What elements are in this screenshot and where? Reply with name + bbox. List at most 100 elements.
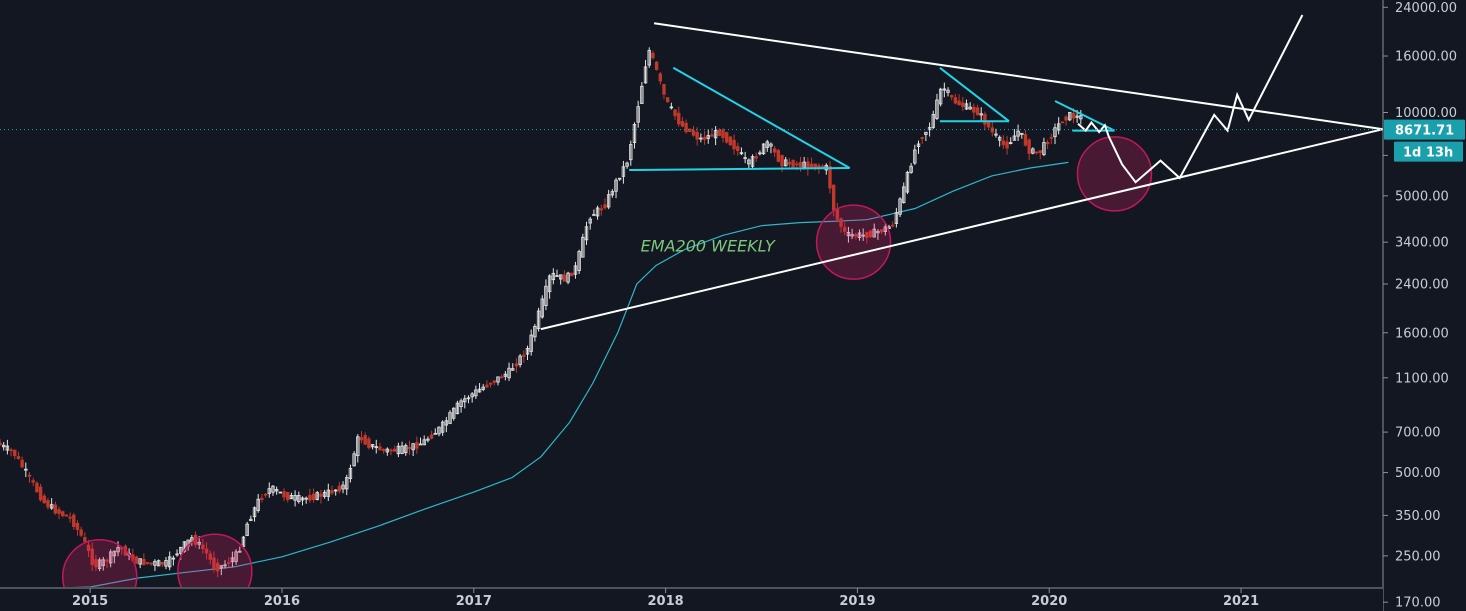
candle-body	[780, 154, 784, 167]
candle-body	[311, 493, 316, 501]
candle-body	[850, 234, 854, 237]
candle-body	[407, 447, 412, 449]
candle-body	[337, 485, 342, 492]
candle-body	[293, 495, 297, 501]
candle-body	[31, 480, 35, 483]
candle-body	[315, 492, 319, 500]
candle-body	[61, 511, 65, 517]
candle-body	[215, 562, 220, 572]
candle-body	[547, 275, 552, 293]
candle-body	[249, 518, 253, 522]
candle-body	[212, 557, 216, 570]
candle-body	[525, 347, 530, 355]
candle-body	[374, 446, 378, 449]
candle-body	[138, 558, 142, 565]
candle-body	[997, 136, 1002, 141]
candle-body	[950, 95, 954, 98]
candle-body	[164, 560, 168, 567]
candle-body	[979, 113, 983, 116]
candle-body	[791, 160, 795, 168]
candle-body	[440, 421, 445, 433]
candle-body	[938, 88, 943, 105]
candle-body	[924, 131, 928, 135]
candle-body	[684, 122, 688, 133]
candle-body	[208, 553, 212, 560]
candle-body	[765, 141, 769, 148]
candle-body	[1045, 142, 1050, 145]
candle-body	[776, 150, 781, 162]
candle-body	[389, 449, 393, 452]
candle-body	[964, 103, 969, 110]
candle-body	[843, 227, 847, 232]
y-axis[interactable]: 24000.0016000.0010000.007000.005000.0034…	[1382, 0, 1466, 611]
candle-body	[499, 376, 504, 379]
candle-body	[477, 388, 482, 393]
candle-body	[595, 207, 600, 217]
candle-body	[975, 107, 980, 116]
candle-body	[905, 171, 910, 193]
candle-body	[651, 52, 655, 59]
candle-body	[437, 426, 441, 435]
x-axis[interactable]: 2015 2016 2017 2018 2019 2020 2021	[0, 587, 1383, 611]
candle-body	[968, 106, 972, 110]
candle-body	[42, 495, 46, 504]
candle-body	[156, 560, 161, 567]
highlight-circle-3	[815, 204, 892, 280]
price-badges: 8671.71 1d 13h	[1384, 119, 1465, 162]
candle-body	[341, 484, 345, 490]
candle-body	[448, 412, 452, 424]
candle-body	[396, 445, 401, 455]
x-tick-label: 2016	[264, 594, 300, 609]
candle-body	[913, 149, 917, 164]
candle-body	[230, 557, 235, 563]
candle-body	[286, 492, 290, 500]
candle-body	[415, 442, 419, 449]
ema200-line	[53, 161, 1069, 589]
candle-body	[629, 144, 633, 161]
candle-body	[49, 504, 54, 509]
candle-body	[300, 497, 305, 501]
projection-path	[1077, 14, 1304, 184]
candle-body	[606, 194, 611, 208]
y-tick-label: 170.00	[1395, 596, 1441, 611]
candle-body	[105, 559, 109, 562]
highlight-circle-4	[1076, 136, 1153, 212]
candle-body	[625, 162, 629, 167]
candle-body	[234, 551, 238, 562]
candle-body	[817, 165, 821, 168]
candle-body	[511, 368, 515, 371]
candle-body	[688, 128, 692, 132]
candle-body	[94, 559, 98, 568]
candle-body	[112, 550, 117, 557]
candle-body	[322, 491, 327, 497]
candle-body	[673, 109, 677, 117]
candle-body	[1075, 115, 1079, 118]
candle-body	[857, 232, 862, 239]
candle-body	[83, 537, 87, 542]
pattern-line-1	[629, 167, 850, 171]
candle-body	[916, 143, 921, 148]
candle-body	[677, 112, 681, 125]
candle-body	[621, 166, 626, 177]
candle-body	[160, 561, 165, 565]
candle-body	[433, 432, 437, 435]
candle-body	[809, 163, 814, 168]
current-price-label: 8671.71	[1395, 124, 1454, 139]
candle-body	[872, 228, 876, 238]
candle-body	[972, 106, 976, 113]
candle-body	[381, 449, 386, 451]
candle-body	[204, 548, 209, 554]
candle-body	[750, 156, 755, 167]
candle-body	[46, 500, 50, 508]
candle-body	[558, 274, 563, 280]
candle-body	[879, 229, 884, 233]
candle-body	[0, 442, 2, 446]
y-tick-label: 500.00	[1395, 466, 1441, 481]
candle-body	[418, 443, 423, 446]
candle-body	[986, 121, 991, 128]
candle-body	[404, 445, 408, 454]
candle-body	[839, 218, 843, 227]
candle-body	[931, 114, 935, 128]
